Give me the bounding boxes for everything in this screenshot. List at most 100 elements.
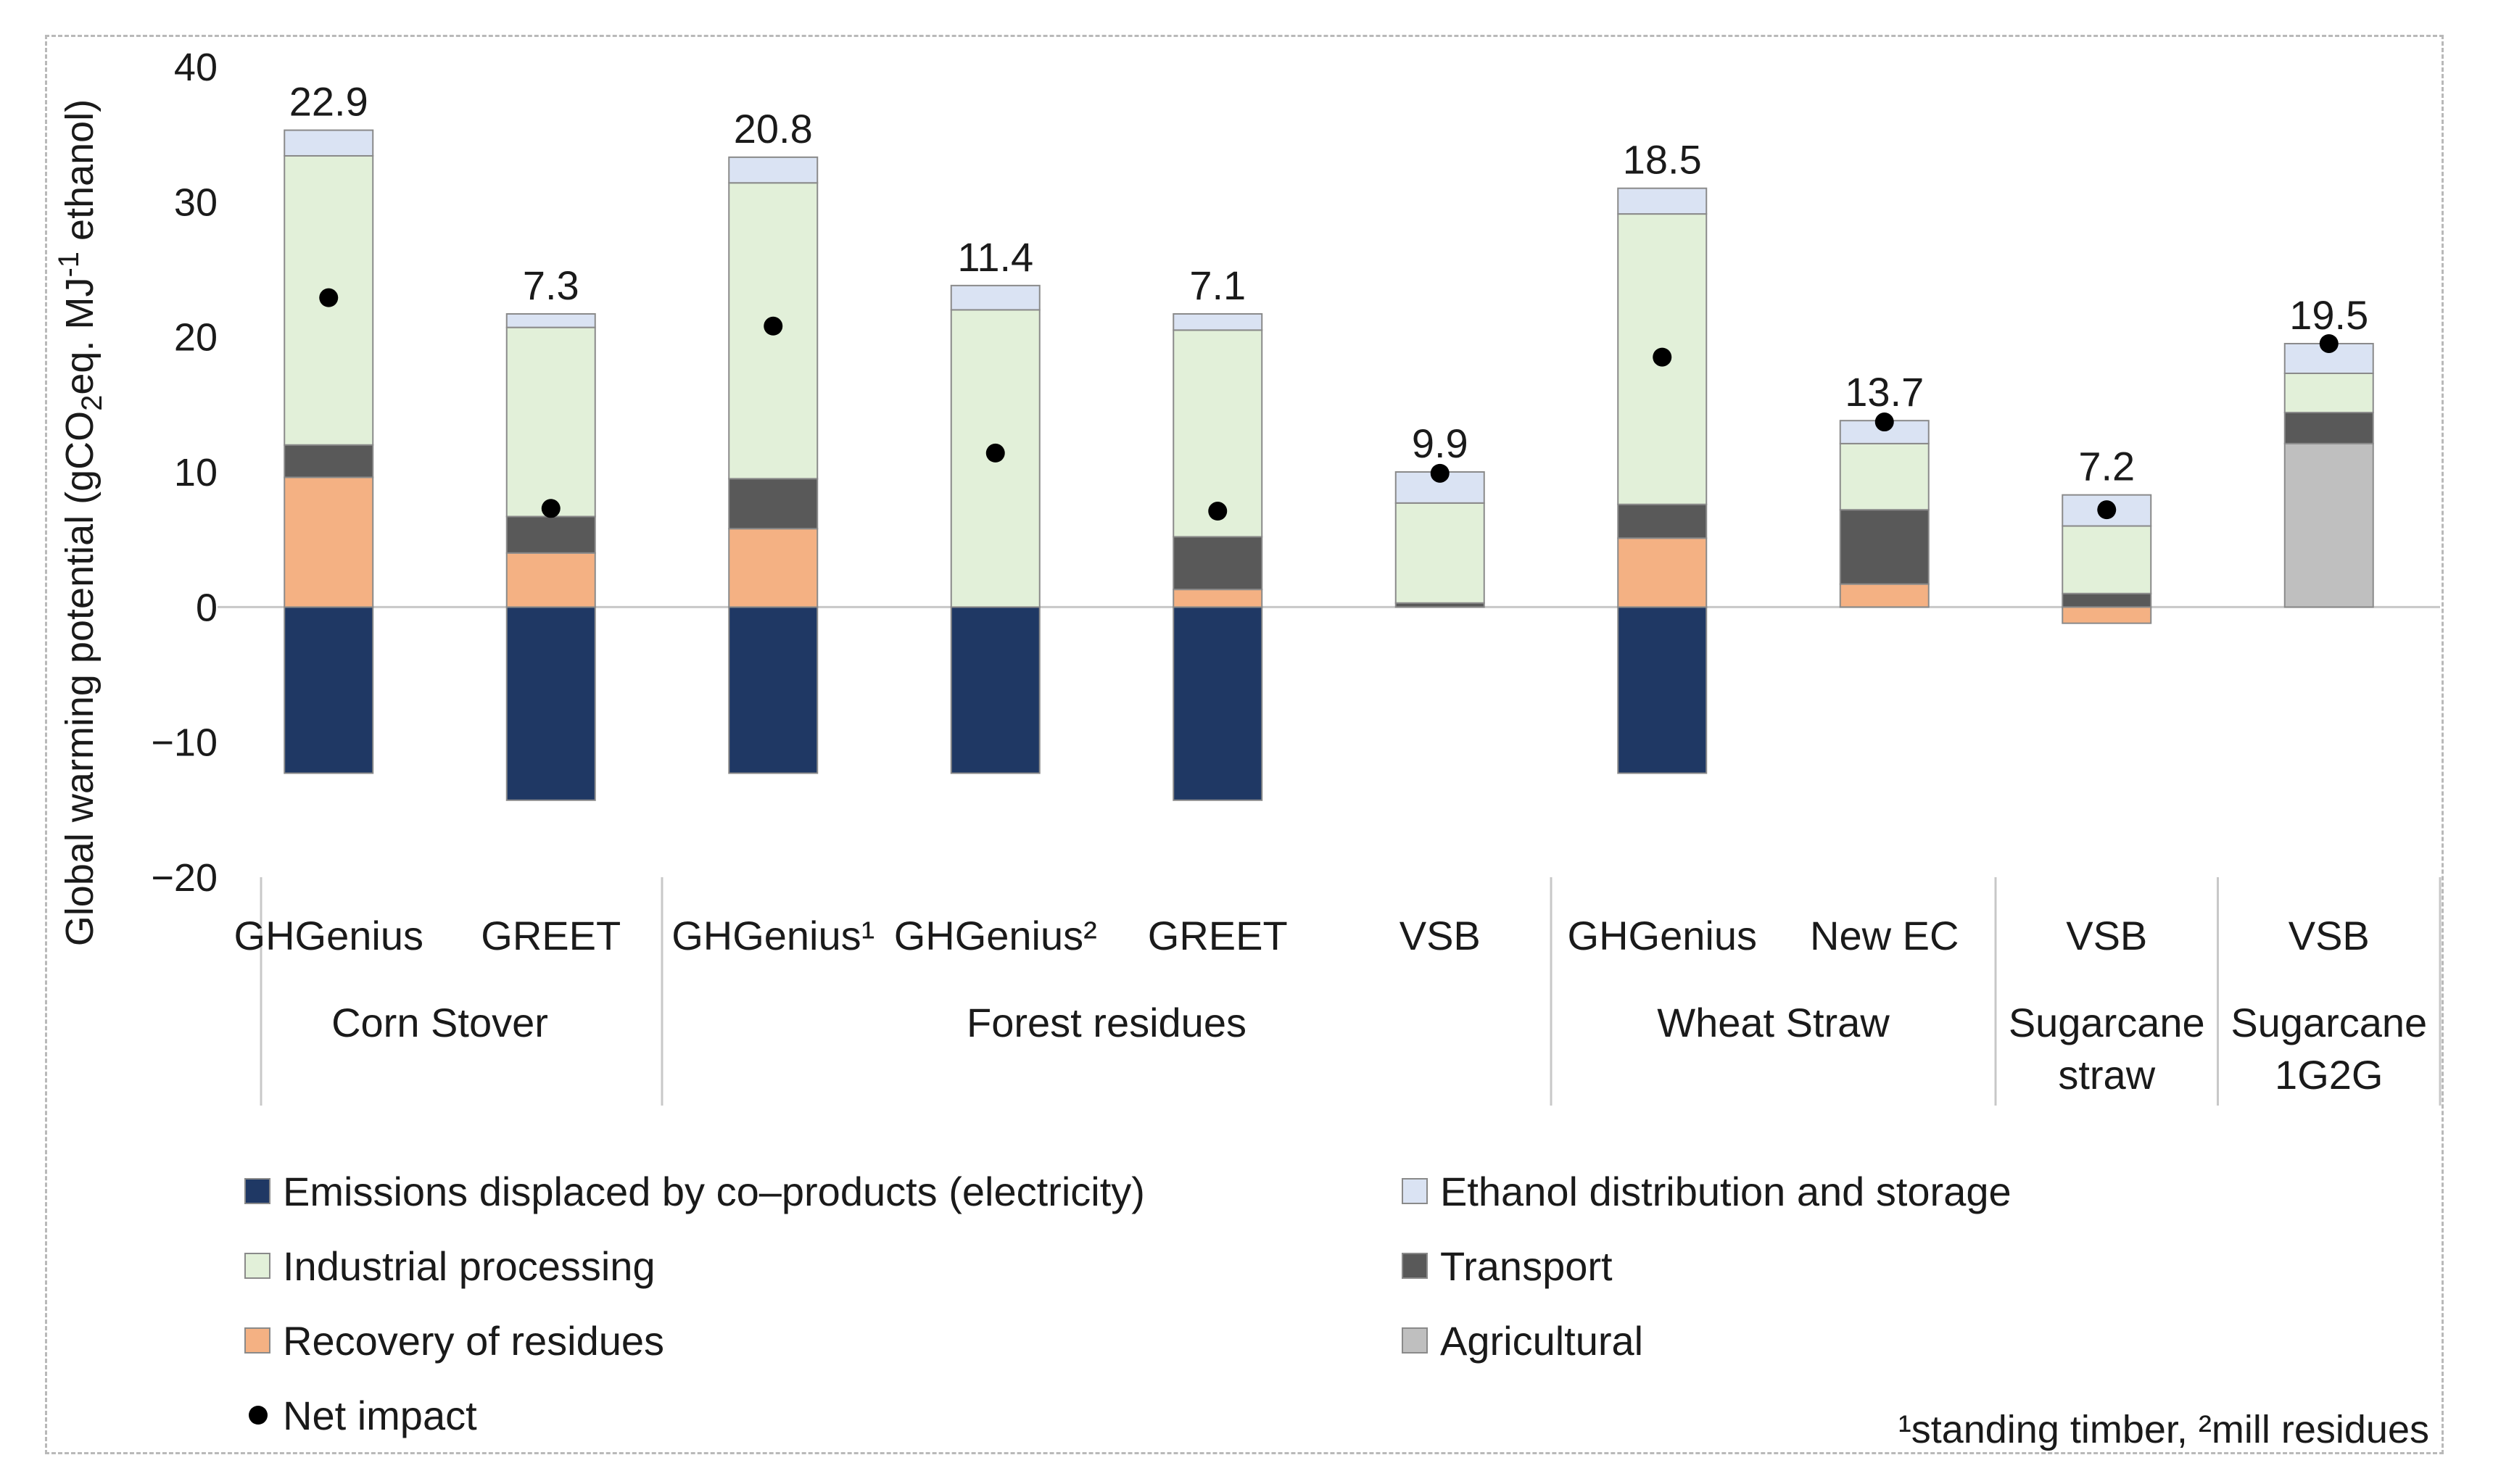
bar-segment-distribution — [1617, 187, 1708, 215]
legend-label: Emissions displaced by co–products (elec… — [283, 1169, 1145, 1214]
net-impact-layer — [319, 288, 2339, 521]
bar-segment-distribution — [1173, 312, 1263, 331]
group-label: Sugarcane — [2231, 1000, 2427, 1045]
x-tick-label: New EC — [1810, 913, 1959, 958]
data-label: 9.9 — [1412, 420, 1468, 466]
x-tick-label: GREET — [481, 913, 621, 958]
legend-label: Net impact — [283, 1393, 477, 1438]
y-axis-label: Global warming potential (gCO2eq. MJ-1 e… — [53, 99, 108, 946]
net-impact-point — [1874, 413, 1894, 432]
y-tick-label: 20 — [174, 316, 218, 360]
net-impact-point — [2097, 500, 2117, 520]
net-impact-point — [1653, 347, 1672, 367]
bar-segment-recovery — [1617, 537, 1708, 608]
footnote: ¹standing timber, ²mill residues — [1898, 1408, 2429, 1451]
legend-label: Transport — [1440, 1243, 1613, 1289]
data-label: 20.8 — [734, 106, 813, 152]
bar-segment-coproducts — [728, 606, 819, 774]
data-label: 18.5 — [1623, 137, 1702, 183]
group-label: 1G2G — [2275, 1052, 2383, 1098]
data-label: 7.3 — [523, 262, 579, 308]
legend-swatch-distribution — [1402, 1178, 1428, 1204]
bar-segment-transport — [284, 444, 374, 478]
net-impact-point — [985, 443, 1005, 463]
data-label: 7.2 — [2078, 444, 2135, 489]
x-tick-label: VSB — [2289, 913, 2370, 958]
bar-segment-distribution — [950, 284, 1041, 311]
x-tick-label: GHGenius² — [894, 913, 1097, 958]
y-tick-label: 0 — [196, 586, 218, 629]
bar-segment-transport — [2062, 592, 2152, 608]
y-axis-label-part: eq. MJ — [58, 278, 102, 395]
net-impact-point — [1208, 502, 1228, 521]
chart-frame — [45, 35, 2444, 1454]
y-tick-label: 40 — [174, 46, 218, 89]
net-impact-point — [2319, 333, 2339, 353]
x-tick-label: GHGenius — [1568, 913, 1757, 958]
bar-segment-recovery — [505, 552, 596, 608]
bar-segment-industrial — [505, 326, 596, 518]
net-impact-point — [1430, 463, 1450, 483]
legend-swatch-coproducts — [244, 1178, 270, 1204]
y-tick-label: −20 — [151, 856, 218, 900]
bar-segment-coproducts — [505, 606, 596, 801]
bar-segment-industrial — [2062, 525, 2152, 594]
legend-swatch-agricultural — [1402, 1327, 1428, 1354]
bar-segment-coproducts — [284, 606, 374, 774]
legend-label: Recovery of residues — [283, 1318, 664, 1364]
bar-segment-recovery — [1839, 583, 1930, 608]
bar-segment-transport — [1173, 536, 1263, 591]
y-tick-label: 10 — [174, 451, 218, 494]
net-impact-point — [541, 499, 561, 518]
bar-segment-recovery — [2062, 606, 2152, 624]
x-tick-label: GREET — [1148, 913, 1288, 958]
legend-swatch-transport — [1402, 1253, 1428, 1279]
data-label: 22.9 — [289, 79, 368, 125]
data-label: 11.4 — [957, 234, 1033, 280]
data-label: 7.1 — [1189, 262, 1246, 308]
bar-segment-distribution — [728, 156, 819, 184]
group-label: straw — [2058, 1052, 2155, 1098]
group-label: Corn Stover — [331, 1000, 548, 1045]
x-tick-label: VSB — [2066, 913, 2147, 958]
y-tick-label: −10 — [151, 721, 218, 765]
bar-segment-transport — [1839, 509, 1930, 585]
bar-segment-distribution — [284, 129, 374, 157]
x-tick-label: GHGenius — [234, 913, 423, 958]
bar-segment-coproducts — [1173, 606, 1263, 801]
legend-swatch-recovery — [244, 1327, 270, 1354]
legend: Emissions displaced by co–products (elec… — [244, 1169, 2012, 1438]
x-tick-label: VSB — [1400, 913, 1481, 958]
bar-segment-industrial — [728, 182, 819, 480]
x-tick-label: GHGenius¹ — [671, 913, 875, 958]
net-impact-point — [764, 316, 783, 336]
bar-segment-industrial — [1173, 329, 1263, 538]
legend-marker-net-impact — [249, 1406, 268, 1425]
bar-segment-transport — [2283, 412, 2374, 444]
bar-segment-transport — [1617, 503, 1708, 539]
bar-segment-recovery — [1173, 589, 1263, 608]
bars-layer — [284, 129, 2374, 801]
y-axis-label-part: Global warming potential (gCO — [58, 411, 102, 946]
legend-label: Ethanol distribution and storage — [1440, 1169, 2012, 1214]
bar-segment-distribution — [505, 312, 596, 328]
group-label: Wheat Straw — [1657, 1000, 1890, 1045]
data-label: 13.7 — [1845, 369, 1924, 415]
data-label: 19.5 — [2289, 292, 2368, 338]
legend-label: Agricultural — [1440, 1318, 1643, 1364]
net-impact-point — [319, 288, 339, 307]
axis-layer: 40 30 20 10 0 −10 −20 Global warming potential … — [53, 46, 2442, 1106]
y-axis-label-subscript: 2 — [76, 395, 108, 411]
bar-segment-industrial — [2283, 372, 2374, 414]
bar-segment-transport — [728, 478, 819, 530]
bar-segment-industrial — [1839, 442, 1930, 511]
legend-swatch-industrial — [244, 1253, 270, 1279]
y-axis-label-part: ethanol) — [58, 99, 102, 252]
group-label: Forest residues — [967, 1000, 1246, 1045]
bar-segment-coproducts — [950, 606, 1041, 774]
bar-segment-industrial — [1394, 502, 1485, 604]
y-tick-label: 30 — [174, 181, 218, 224]
bar-segment-recovery — [728, 528, 819, 608]
bar-segment-recovery — [284, 476, 374, 608]
